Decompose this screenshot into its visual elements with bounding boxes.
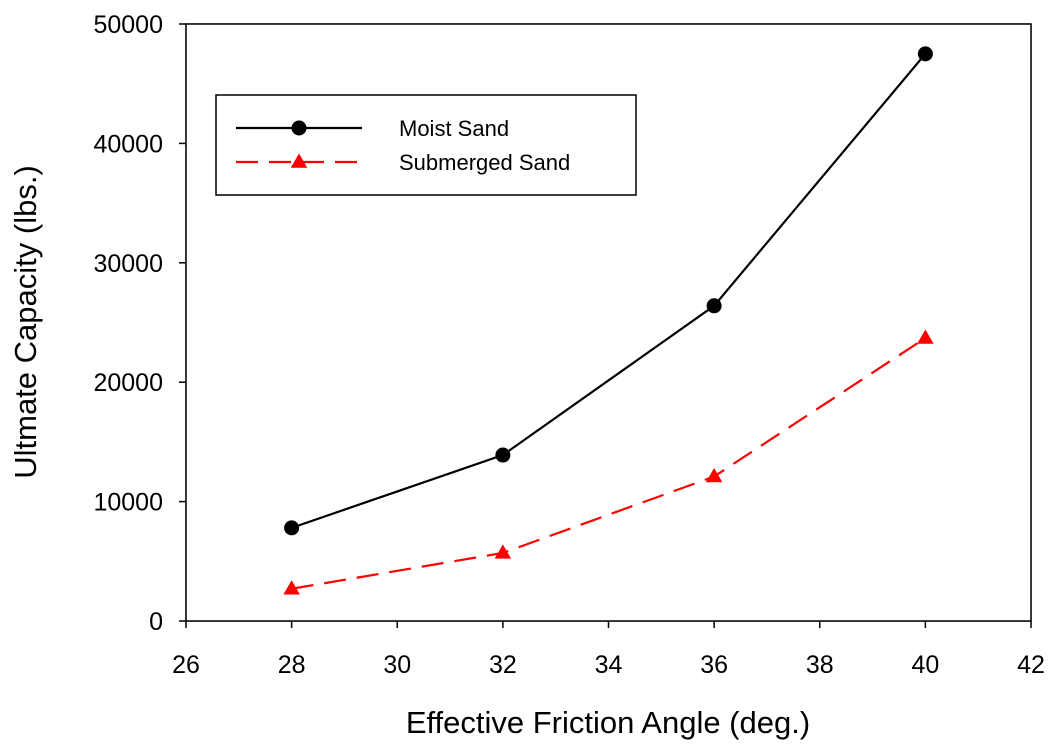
- legend-entry: Moist Sand: [236, 116, 509, 141]
- x-axis-title: Effective Friction Angle (deg.): [406, 705, 810, 740]
- legend-label: Submerged Sand: [399, 150, 570, 175]
- data-point-triangle: [494, 544, 512, 559]
- y-tick-label: 30000: [93, 250, 163, 278]
- series-1: [283, 329, 934, 595]
- series-0: [284, 46, 933, 536]
- y-tick-label: 40000: [93, 130, 163, 158]
- series-line: [291, 337, 926, 590]
- x-tick-label: 32: [489, 651, 517, 679]
- y-tick-label: 10000: [93, 489, 163, 517]
- data-point-circle: [706, 298, 722, 314]
- x-tick-label: 42: [1017, 651, 1045, 679]
- data-point-circle: [917, 46, 933, 62]
- legend-box: [215, 94, 637, 196]
- x-tick-label: 36: [700, 651, 728, 679]
- data-point-triangle: [917, 329, 934, 344]
- x-tick-label: 34: [595, 651, 623, 679]
- legend-circle-marker: [291, 120, 307, 136]
- series-line: [291, 53, 927, 529]
- x-tick-label: 30: [383, 651, 411, 679]
- x-tick-label: 28: [278, 651, 306, 679]
- series-group: [283, 46, 934, 595]
- data-point-circle: [495, 447, 511, 463]
- y-tick-label: 0: [149, 608, 163, 636]
- x-tick-label: 40: [911, 651, 939, 679]
- legend-triangle-marker: [290, 153, 308, 168]
- y-axis-title: Ultmate Capacity (lbs.): [8, 165, 43, 479]
- data-point-triangle: [705, 467, 723, 483]
- legend-entry: Submerged Sand: [236, 150, 570, 175]
- data-point-circle: [284, 520, 300, 536]
- legend: Moist Sand Submerged Sand: [215, 94, 637, 196]
- y-tick-label: 20000: [93, 369, 163, 397]
- x-tick-label: 38: [806, 651, 834, 679]
- x-tick-label: 26: [172, 651, 200, 679]
- data-point-triangle: [283, 580, 300, 595]
- legend-label: Moist Sand: [399, 116, 509, 141]
- y-tick-label: 50000: [93, 11, 163, 39]
